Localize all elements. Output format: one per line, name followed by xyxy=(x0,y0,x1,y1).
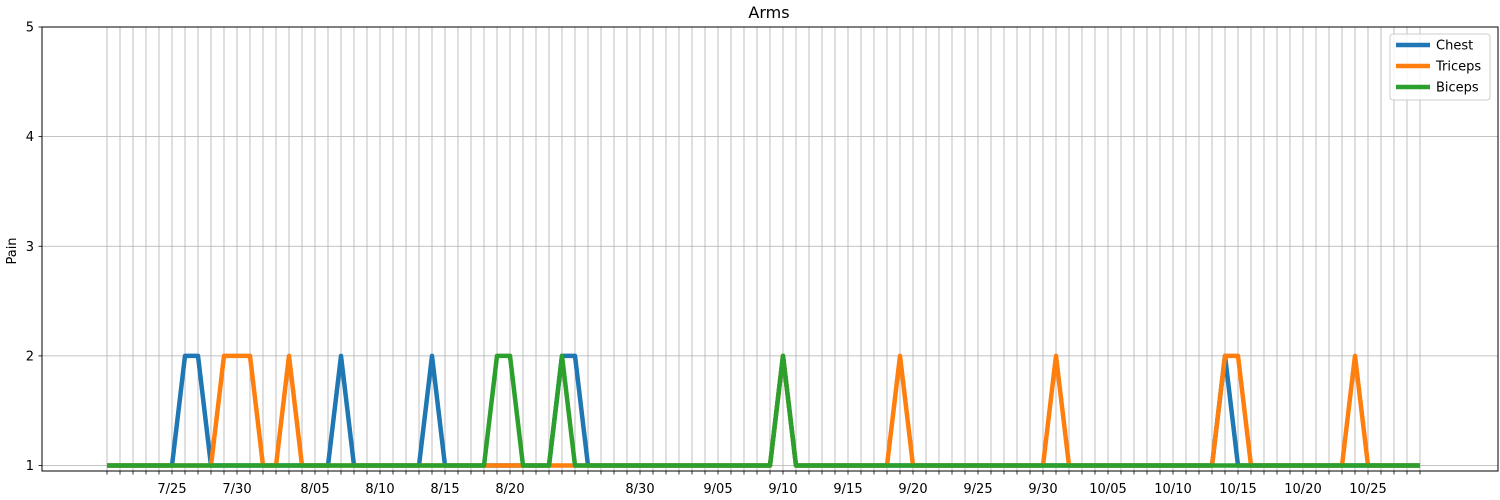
x-tick-label: 10/15 xyxy=(1219,482,1256,497)
series-lines xyxy=(107,353,1420,468)
series-line-triceps xyxy=(107,353,1420,468)
y-tick-label: 3 xyxy=(26,240,34,255)
axis-ticks: 1 2 3 4 5 7/25 7/30 8/05 8/10 8/15 8/20 8/30 9/05 9/1… xyxy=(26,21,1421,497)
x-tick-label: 8/15 xyxy=(430,482,459,497)
y-tick-label: 2 xyxy=(26,349,34,364)
y-tick-label: 4 xyxy=(26,130,34,145)
legend: Chest Triceps Biceps xyxy=(1389,33,1491,101)
x-tick-label: 10/05 xyxy=(1089,482,1126,497)
x-tick-label: 9/15 xyxy=(833,482,862,497)
y-tick-label: 5 xyxy=(26,21,34,36)
x-tick-label: 8/05 xyxy=(300,482,329,497)
x-tick-label: 10/10 xyxy=(1154,482,1191,497)
x-tick-label: 8/30 xyxy=(625,482,654,497)
x-tick-label: 9/05 xyxy=(703,482,732,497)
plot-area: 1 2 3 4 5 7/25 7/30 8/05 8/10 8/15 8/20 8/30 9/05 9/1… xyxy=(26,21,1499,497)
legend-frame xyxy=(1389,33,1491,101)
legend-label-triceps: Triceps xyxy=(1435,60,1481,75)
x-tick-label: 10/25 xyxy=(1349,482,1386,497)
x-tick-label: 9/25 xyxy=(963,482,992,497)
x-tick-label: 9/30 xyxy=(1028,482,1057,497)
y-axis-label: Pain xyxy=(5,237,20,264)
x-tick-label: 9/10 xyxy=(768,482,797,497)
legend-label-biceps: Biceps xyxy=(1436,81,1479,96)
x-tick-label: 8/20 xyxy=(495,482,524,497)
x-tick-label: 10/20 xyxy=(1284,482,1321,497)
chart-title: Arms xyxy=(748,3,789,22)
x-tick-label: 9/20 xyxy=(898,482,927,497)
legend-label-chest: Chest xyxy=(1436,39,1473,54)
x-tick-label: 8/10 xyxy=(365,482,394,497)
x-tick-label: 7/25 xyxy=(157,482,186,497)
x-tick-label: 7/30 xyxy=(222,482,251,497)
y-tick-label: 1 xyxy=(26,459,34,474)
series-line-biceps xyxy=(107,353,1420,468)
grid xyxy=(42,26,1498,471)
